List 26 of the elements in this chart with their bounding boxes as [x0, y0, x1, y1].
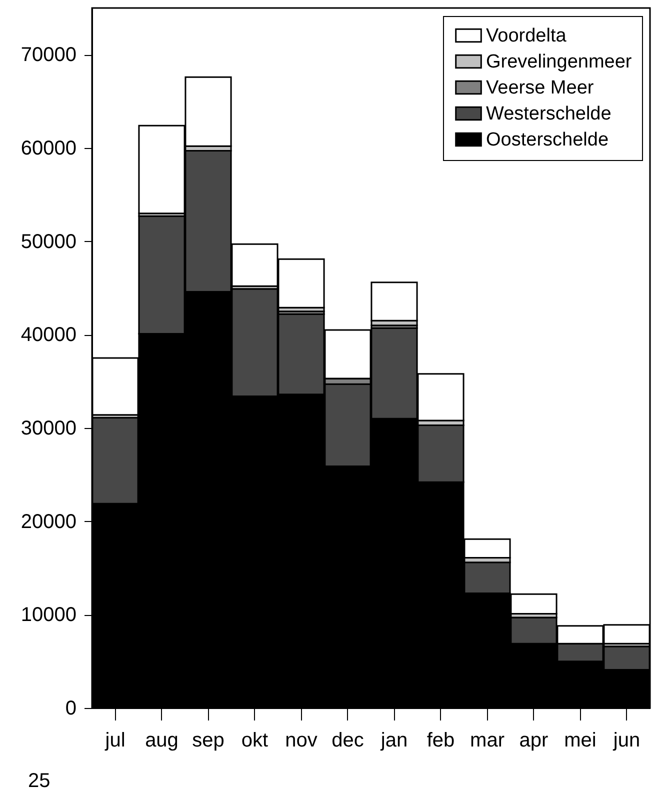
y-tick-label: 70000 — [20, 44, 76, 66]
x-tick-label: aug — [145, 730, 178, 752]
x-tick-label: feb — [426, 730, 455, 752]
x-tick-label: mei — [564, 730, 596, 752]
x-tick-label: apr — [519, 730, 549, 752]
x-tick-label: sep — [192, 730, 224, 752]
x-tick-label: nov — [285, 730, 318, 752]
y-tick-label: 60000 — [20, 138, 76, 160]
legend-label: Veerse Meer — [486, 78, 594, 98]
x-tick-label: okt — [241, 730, 269, 752]
x-tick-label: jun — [612, 730, 640, 752]
y-tick-label: 50000 — [20, 230, 76, 253]
legend-label: Grevelingenmeer — [486, 52, 632, 72]
y-tick-label: 0 — [65, 698, 76, 720]
y-tick-label: 40000 — [20, 324, 76, 346]
x-tick-label: jul — [104, 730, 126, 752]
legend-label: Westerschelde — [486, 104, 612, 124]
x-tick-label: dec — [332, 730, 364, 752]
text: 25 — [28, 770, 50, 793]
y-tick-label: 30000 — [20, 418, 76, 440]
y-tick-label: 20000 — [20, 510, 76, 533]
x-tick-label: mar — [470, 730, 505, 752]
legend-label: Oosterschelde — [486, 130, 609, 150]
x-tick-label: jan — [380, 730, 408, 752]
legend-label: Voordelta — [486, 26, 567, 46]
y-tick-label: 10000 — [20, 604, 76, 626]
